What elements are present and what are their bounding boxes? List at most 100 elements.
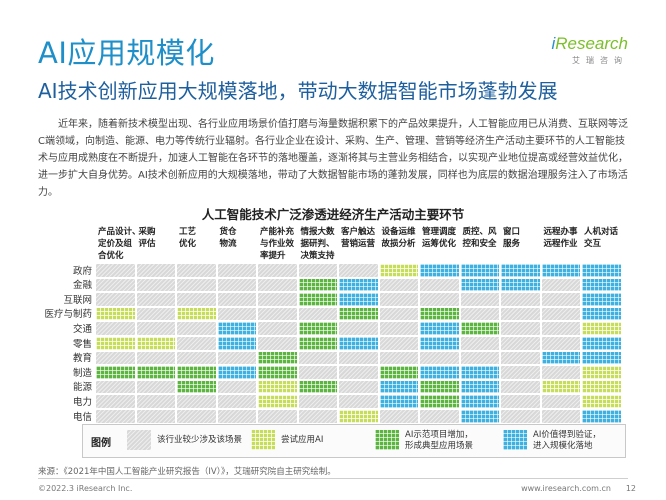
matrix-cell [136,278,175,292]
row-label: 医疗与制药 [44,309,92,321]
matrix-cell [582,366,621,379]
matrix-cell [420,380,459,394]
column-header-line: 情报大数 [300,227,335,237]
matrix-cell [339,307,378,321]
source-note: 来源：《2021年中国人工智能产业研究报告（IV）》，艾瑞研究院自主研究绘制。 [38,467,336,477]
legend-title: 图例 [91,438,111,449]
matrix-cell [460,337,499,350]
matrix-cell [582,380,621,394]
matrix-cell [379,322,418,335]
matrix-cell [217,293,256,306]
row-label: 金融 [72,280,92,292]
matrix-cell [460,380,499,394]
copyright: ©2022.3 iResearch Inc. [38,484,133,493]
matrix-cell [339,337,378,350]
matrix-cell [177,395,216,408]
legend-swatch [251,430,275,450]
matrix-cell [541,395,580,408]
matrix-cell [217,380,256,394]
matrix-cell [582,410,621,423]
matrix-cell [339,410,378,423]
matrix-cell [136,264,175,277]
column-header-line: 质控、风 [462,227,497,237]
column-header-line: 客户触达 [341,227,376,237]
matrix-cell [339,264,378,277]
matrix-cell [177,293,216,306]
column-header: 产能补充 与作业效 率提升 [260,226,294,262]
column-header: 客户触达 营销运营 [341,226,375,250]
matrix-cell [541,278,580,292]
column-header-line: 远程作业 [543,239,578,249]
row-label: 交通 [72,323,92,335]
matrix-cell [379,264,418,277]
page-title: AI应用规模化 [38,36,215,70]
column-header-line: 率提升 [260,251,286,261]
matrix-cell [217,278,256,292]
matrix-cell [96,307,135,321]
legend-label: 该行业较少涉及该场景 [157,435,242,446]
matrix-cell [541,264,580,277]
matrix-cell [541,380,580,394]
row-label: 政府 [72,265,92,277]
column-header: 工艺 优化 [179,226,196,250]
matrix-cell [258,322,297,335]
column-header-line: 服务 [503,239,521,249]
matrix-cell [258,337,297,350]
website: www.iresearch.com.cn [521,484,611,493]
matrix-cell [258,366,297,379]
matrix-cell [96,380,135,394]
legend-label: AI价值得到验证， 进入规模化落地 [533,430,601,452]
matrix-cell [541,410,580,423]
legend-label-line: 形成典型应用场景 [405,441,474,451]
matrix-cell [460,351,499,365]
column-header: 情报大数 据研判、 决策支持 [301,226,335,262]
matrix-cell [136,395,175,408]
matrix-cell [96,322,135,335]
matrix-cell [136,322,175,335]
column-header-line: 物流 [219,239,237,249]
matrix-cell [541,337,580,350]
legend-label-line: 进入规模化落地 [533,441,593,451]
column-header-line: 管理调度 [422,227,457,237]
column-header: 管理调度 运筹优化 [422,226,456,250]
matrix-cell [541,351,580,365]
logo-wordmark: iResearch [551,34,628,53]
legend-label: 尝试应用AI [281,435,323,446]
matrix-cell [420,337,459,350]
column-header-line: 决策支持 [300,251,335,261]
matrix-cell [258,264,297,277]
matrix-cell [339,278,378,292]
column-header-line: 交互 [584,239,602,249]
legend-label: AI示范项目增加， 形成典型应用场景 [405,430,473,452]
matrix-cell [136,337,175,350]
row-label: 零售 [72,338,92,350]
matrix-cell [258,395,297,408]
matrix-cell [379,351,418,365]
column-header-line: 窗口 [503,227,521,237]
matrix-cell [582,307,621,321]
matrix-cell [460,395,499,408]
chart-legend: 图例 该行业较少涉及该场景 尝试应用AI AI示范项目增加， 形成典型应用场景 AI价值… [82,424,626,458]
matrix-cell [339,293,378,306]
matrix-cell [420,351,459,365]
column-header: 人机对话 交互 [584,226,618,250]
matrix-cell [177,351,216,365]
matrix-cell [298,366,337,379]
matrix-cell [501,337,540,350]
matrix-cell [258,380,297,394]
column-header-line: 评估 [138,239,156,249]
matrix-cell [298,278,337,292]
matrix-cell [136,351,175,365]
matrix-cell [420,395,459,408]
matrix-cell [379,278,418,292]
matrix-cell [339,380,378,394]
matrix-cell [339,395,378,408]
legend-label-line: 尝试应用AI [281,435,324,445]
matrix-cell [339,351,378,365]
column-header-line: 运筹优化 [422,239,457,249]
matrix-cell [460,366,499,379]
column-header-line: 远程办事 [543,227,578,237]
matrix-cell [582,395,621,408]
column-header: 采购 评估 [139,226,156,250]
matrix-cell [379,307,418,321]
